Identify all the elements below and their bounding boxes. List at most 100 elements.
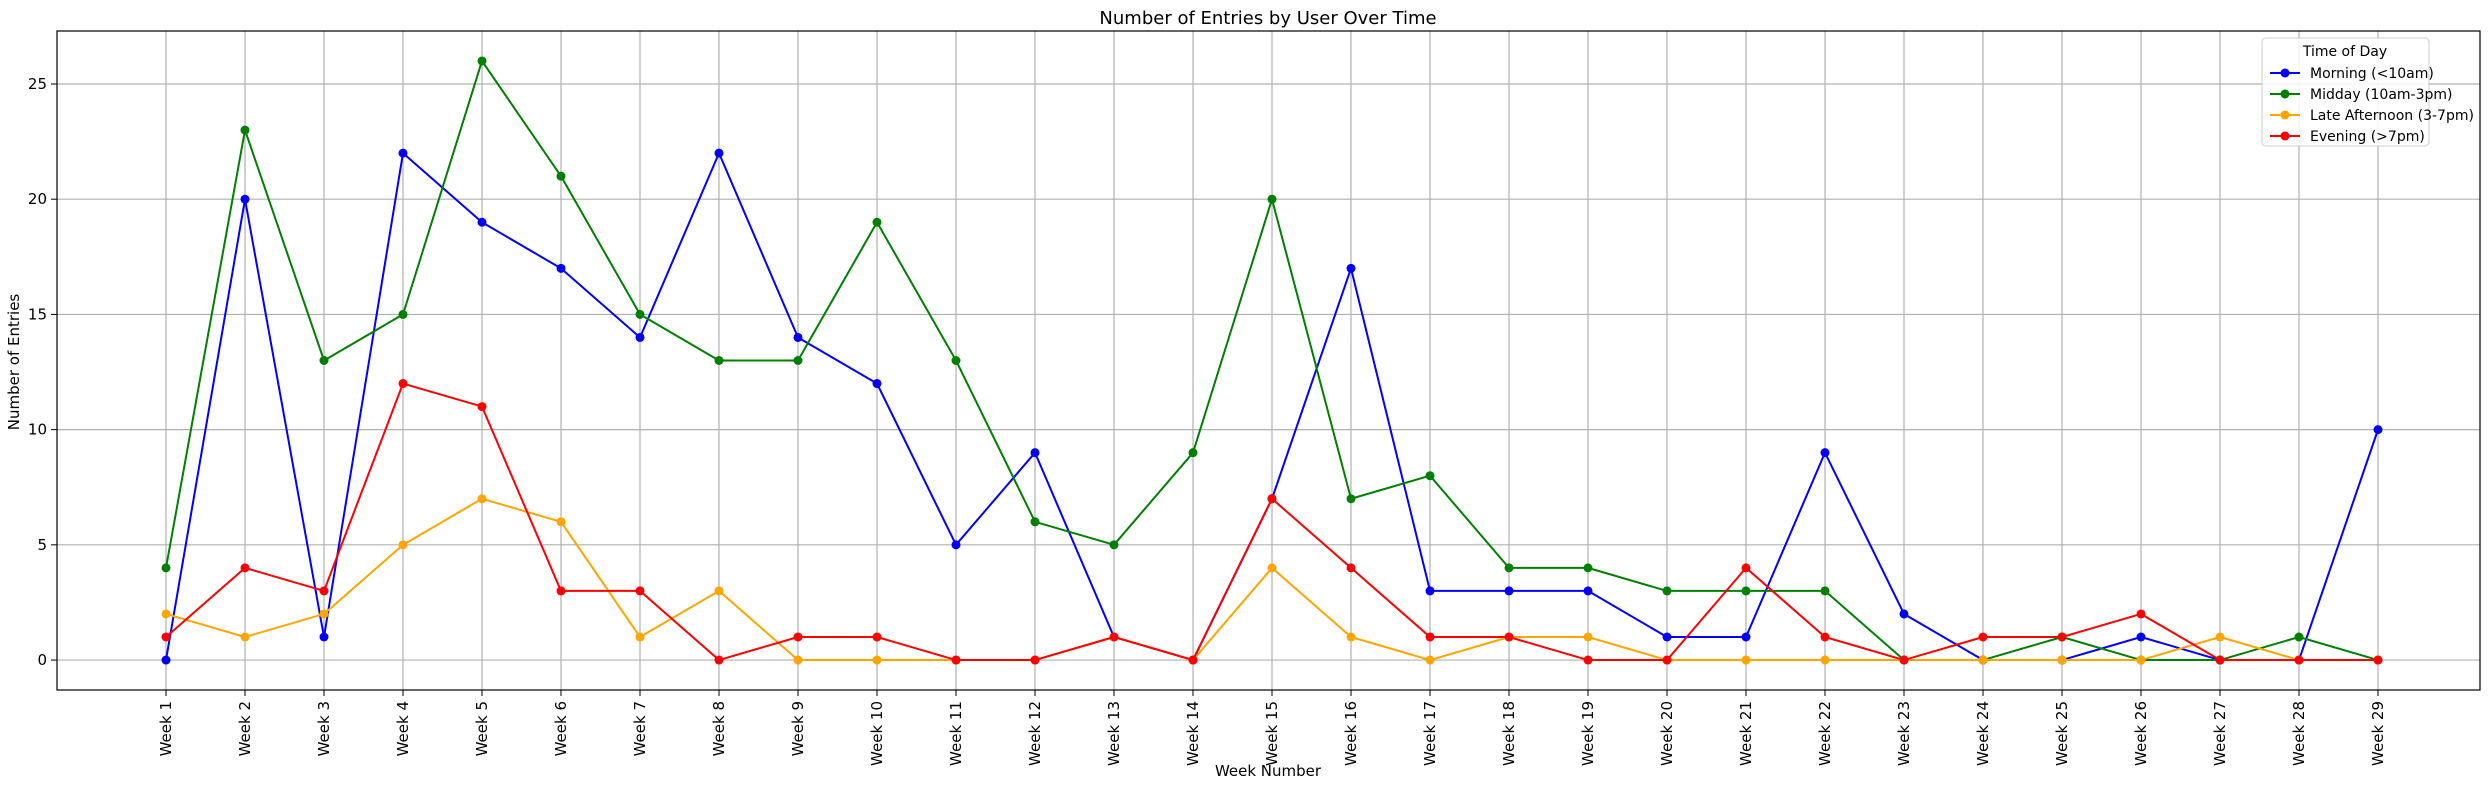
x-tick-label: Week 3 [315, 701, 333, 756]
x-tick-label: Week 22 [1816, 701, 1834, 766]
legend-box [2261, 37, 2430, 147]
data-point [1820, 632, 1830, 642]
data-point [240, 563, 250, 573]
data-point [1267, 194, 1277, 204]
data-point [951, 356, 961, 365]
axis-ticks: Week 1 Week 2 Week 3 Week 4 Week 5 Week 6 Week… [28, 75, 2387, 766]
data-point [1425, 632, 1435, 642]
data-point [1741, 586, 1751, 596]
data-point [1899, 655, 1909, 665]
data-point [1583, 632, 1593, 642]
x-tick-label: Week 27 [2211, 701, 2229, 766]
data-point [635, 309, 645, 319]
x-tick-label: Week 14 [1184, 701, 1202, 766]
data-point [1030, 448, 1040, 458]
data-point [1741, 655, 1751, 665]
x-tick-label: Week 11 [947, 701, 965, 766]
grid-lines [57, 31, 2480, 690]
x-tick-label: Week 7 [631, 701, 649, 756]
legend-swatch-marker [2280, 68, 2290, 78]
data-point [793, 332, 803, 342]
data-point [2373, 425, 2383, 435]
x-tick-label: Week 13 [1105, 701, 1123, 766]
x-tick-label: Week 26 [2132, 701, 2150, 766]
data-point [1346, 263, 1356, 273]
legend-swatch-marker [2280, 89, 2290, 99]
x-tick-label: Week 19 [1579, 701, 1597, 766]
legend-label: Morning (<10am) [2310, 66, 2434, 82]
data-point [1583, 586, 1593, 596]
data-point [1504, 586, 1514, 596]
data-point [2294, 655, 2304, 665]
data-point [635, 632, 645, 642]
data-point [398, 540, 408, 550]
data-point [240, 125, 250, 135]
data-point [1425, 655, 1435, 665]
data-point [1030, 655, 1040, 665]
chart-title: Number of Entries by User Over Time [1099, 8, 1436, 29]
legend-label: Evening (>7pm) [2310, 129, 2425, 145]
data-point [556, 263, 566, 273]
data-point [2215, 632, 2225, 642]
data-point [1425, 586, 1435, 596]
data-point [1188, 448, 1198, 458]
data-point [319, 356, 329, 365]
legend-swatch-marker [2280, 110, 2290, 120]
x-tick-label: Week 20 [1658, 701, 1676, 766]
legend-swatch-marker [2280, 131, 2290, 141]
x-tick-label: Week 15 [1263, 701, 1281, 766]
x-tick-label: Week 12 [1026, 701, 1044, 766]
data-point [2057, 655, 2067, 665]
data-point [319, 609, 329, 619]
data-point [1346, 494, 1356, 504]
data-point [872, 217, 882, 227]
data-point [1109, 540, 1119, 550]
y-tick-label: 20 [28, 190, 47, 208]
data-point [161, 563, 171, 573]
data-point [1820, 655, 1830, 665]
plot-frame [56, 30, 2481, 691]
x-tick-label: Week 5 [473, 701, 491, 756]
data-point [714, 148, 724, 158]
x-tick-label: Week 9 [789, 701, 807, 756]
data-point [1741, 563, 1751, 573]
data-point [1504, 632, 1514, 642]
legend-items: Morning (<10am) Midday (10am-3pm) Late Aft… [2270, 66, 2474, 145]
data-point [477, 402, 487, 412]
data-point [951, 655, 961, 665]
data-point [872, 655, 882, 665]
data-point [398, 148, 408, 158]
data-point [2136, 655, 2146, 665]
data-point [240, 194, 250, 204]
data-point [1978, 655, 1988, 665]
data-point [2373, 655, 2383, 665]
legend: Time of Day Morning (<10am) Midday (10am-… [2261, 37, 2474, 147]
data-point [477, 56, 487, 66]
data-point [1662, 586, 1672, 596]
x-tick-label: Week 21 [1737, 701, 1755, 766]
x-tick-label: Week 10 [868, 701, 886, 766]
x-tick-label: Week 6 [552, 701, 570, 756]
series [161, 494, 2383, 665]
data-point [1346, 632, 1356, 642]
data-point [1109, 632, 1119, 642]
data-point [1267, 563, 1277, 573]
y-tick-label: 5 [37, 536, 47, 554]
legend-label: Midday (10am-3pm) [2310, 87, 2453, 103]
data-point [161, 655, 171, 665]
data-point [1741, 632, 1751, 642]
data-point [951, 540, 961, 550]
data-point [398, 379, 408, 389]
data-point [872, 379, 882, 389]
data-point [556, 517, 566, 527]
data-point [714, 356, 724, 365]
data-point [1662, 632, 1672, 642]
y-axis-label: Number of Entries [5, 294, 23, 431]
data-point [1425, 471, 1435, 481]
data-point [1188, 655, 1198, 665]
data-point [793, 632, 803, 642]
data-point [556, 586, 566, 596]
data-point [2057, 632, 2067, 642]
data-point [1662, 655, 1672, 665]
x-tick-label: Week 17 [1421, 701, 1439, 766]
